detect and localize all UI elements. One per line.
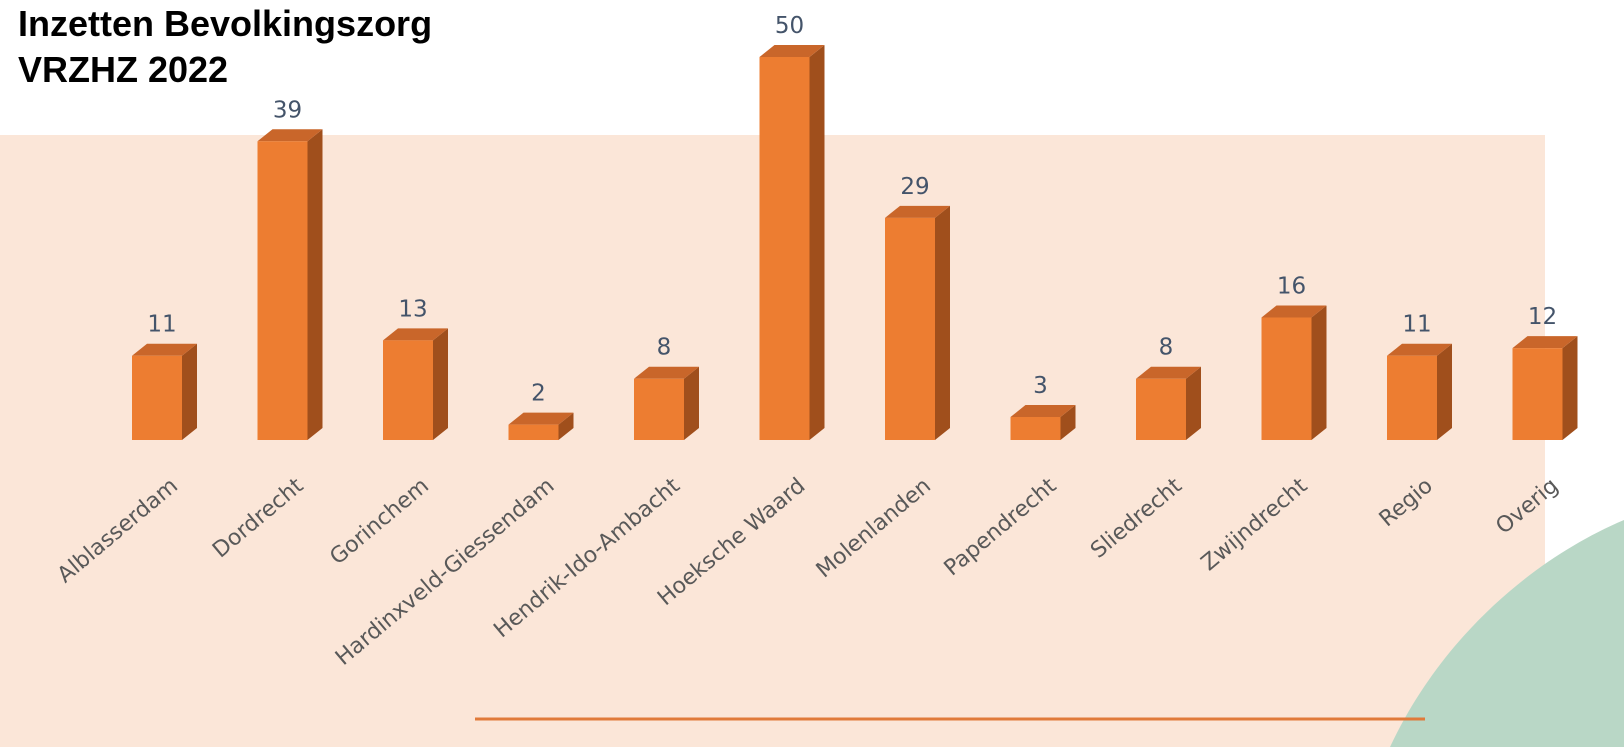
bar-top	[257, 129, 323, 142]
bar-front	[1136, 378, 1186, 440]
bar	[759, 45, 825, 440]
chart-title-line: Inzetten Bevolkingszorg	[18, 3, 432, 44]
data-label: 13	[398, 296, 427, 322]
bar-top	[1387, 343, 1452, 356]
bar-front	[759, 57, 810, 440]
data-label: 11	[147, 312, 176, 338]
bar-side	[935, 205, 950, 440]
bar-top	[383, 328, 448, 341]
data-label: 16	[1277, 273, 1306, 299]
bar-front	[383, 340, 433, 440]
bar-front	[885, 217, 935, 440]
bar-top	[132, 343, 197, 356]
bar-side	[809, 45, 825, 440]
bar-side	[1186, 366, 1201, 440]
bar	[257, 129, 323, 440]
bar-top	[759, 45, 825, 57]
bar	[1136, 366, 1201, 440]
bar	[132, 343, 197, 440]
bar-side	[182, 343, 197, 440]
data-label: 8	[657, 335, 672, 361]
bar	[634, 366, 699, 440]
bar-top	[1261, 305, 1327, 318]
bar	[508, 412, 574, 440]
bar	[1387, 343, 1452, 440]
bar-top	[634, 366, 699, 379]
data-label: 50	[775, 13, 804, 39]
data-label: 2	[531, 381, 546, 407]
bar-side	[1437, 343, 1452, 440]
bar-side	[1562, 336, 1578, 440]
bar	[885, 205, 950, 440]
data-label: 11	[1402, 312, 1431, 338]
decor-shape	[1390, 520, 1624, 747]
bar-top	[885, 205, 950, 218]
bar-side	[1311, 305, 1327, 440]
bar-top	[1136, 366, 1201, 379]
bar-front	[1387, 355, 1437, 440]
bar-side	[433, 328, 448, 440]
bar-side	[1060, 405, 1076, 440]
bar	[1261, 305, 1327, 440]
bar-front	[1512, 348, 1563, 440]
bar	[383, 328, 448, 440]
bar-side	[307, 129, 323, 440]
chart-title-line: VRZHZ 2022	[18, 49, 228, 90]
data-label: 29	[900, 174, 929, 200]
bar-front	[508, 424, 559, 440]
bar-side	[558, 412, 574, 440]
bar-top	[1010, 405, 1076, 418]
data-label: 8	[1159, 335, 1174, 361]
bar-front	[1010, 417, 1061, 440]
bar-front	[132, 355, 182, 440]
bar	[1010, 405, 1076, 440]
bar-front	[1261, 317, 1312, 440]
bar-front	[257, 141, 308, 440]
bar	[1512, 336, 1578, 440]
bar-top	[508, 412, 574, 425]
bar-top	[1512, 336, 1578, 349]
data-label: 12	[1528, 304, 1557, 330]
bar-front	[634, 378, 684, 440]
data-label: 3	[1033, 373, 1048, 399]
data-label: 39	[273, 97, 302, 123]
bar-side	[684, 366, 699, 440]
